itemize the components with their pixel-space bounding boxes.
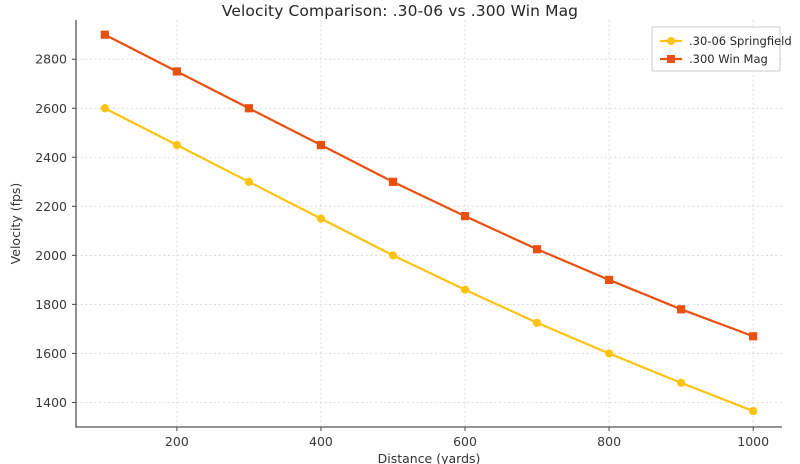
y-tick-label: 1400 — [35, 395, 67, 410]
x-tick-label: 600 — [453, 434, 477, 449]
y-tick-label: 2600 — [35, 101, 67, 116]
data-point-marker — [532, 245, 542, 254]
data-point-marker — [388, 177, 398, 186]
legend-marker-swatch — [667, 37, 675, 45]
y-tick-label: 2200 — [35, 199, 67, 214]
x-tick-label: 1000 — [737, 434, 769, 449]
y-tick-label: 2400 — [35, 150, 67, 165]
data-point-marker — [460, 212, 470, 221]
data-point-marker — [172, 140, 181, 150]
data-point-marker — [244, 104, 253, 113]
data-point-marker — [532, 318, 542, 327]
data-point-marker — [100, 104, 109, 113]
data-point-marker — [172, 67, 181, 76]
data-point-marker — [460, 285, 470, 294]
x-tick-label: 800 — [597, 434, 621, 449]
legend-label: .30-06 Springfield — [689, 34, 792, 48]
y-tick-label: 1600 — [35, 346, 67, 361]
data-point-marker — [388, 251, 398, 260]
legend-box — [651, 26, 781, 72]
data-point-marker — [605, 349, 614, 358]
legend-label: .300 Win Mag — [689, 52, 768, 66]
data-point-marker — [677, 305, 686, 314]
data-point-marker — [677, 378, 686, 387]
data-point-marker — [749, 406, 758, 416]
series-line-2 — [103, 33, 755, 338]
x-tick-label: 400 — [309, 434, 333, 449]
data-point-marker — [316, 140, 326, 150]
x-axis-label: Distance (yards) — [378, 451, 481, 464]
y-tick-label: 2800 — [35, 52, 67, 67]
y-tick-label: 1800 — [35, 297, 67, 312]
axis-spines — [75, 20, 782, 428]
data-point-marker — [749, 332, 758, 341]
y-axis-label: Velocity (fps) — [8, 183, 23, 265]
data-point-marker — [316, 214, 326, 223]
x-tick-label: 200 — [165, 434, 189, 449]
data-point-marker — [100, 30, 109, 39]
y-tick-label: 2000 — [35, 248, 67, 263]
data-point-marker — [605, 275, 614, 284]
legend-marker-swatch — [667, 55, 675, 63]
data-point-marker — [244, 177, 253, 186]
chart-title: Velocity Comparison: .30-06 vs .300 Win … — [221, 2, 579, 20]
series-line-1 — [103, 107, 755, 413]
